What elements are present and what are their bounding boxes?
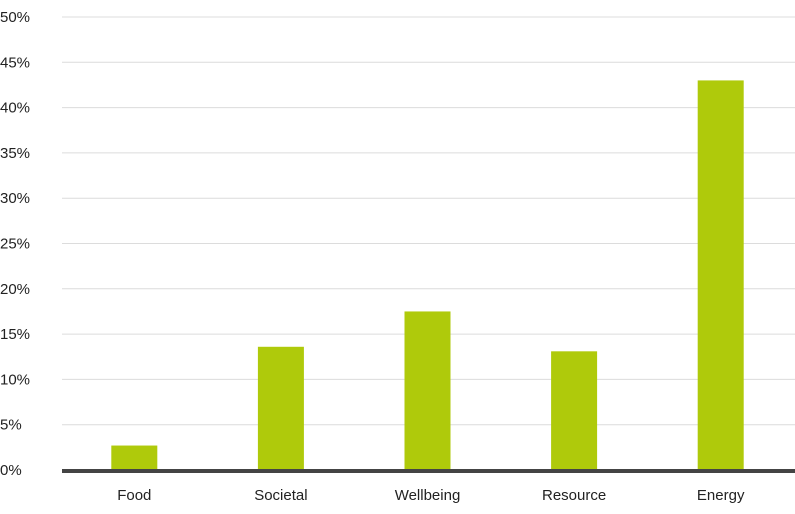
x-tick-label: Resource	[542, 487, 606, 504]
bar-societal	[257, 346, 304, 470]
bars	[111, 80, 744, 471]
y-tick-label: 20%	[0, 281, 30, 298]
y-tick-label: 50%	[0, 9, 30, 26]
y-tick-label: 45%	[0, 54, 30, 71]
bar-food	[111, 445, 158, 470]
bar-wellbeing	[404, 311, 451, 470]
y-tick-label: 35%	[0, 145, 30, 162]
gridlines	[62, 16, 795, 426]
bar-resource	[551, 351, 598, 470]
y-axis-tick-labels: 0% 5% 10% 15% 20% 25% 30% 35% 40% 45% 50%	[0, 9, 30, 479]
y-tick-label: 5%	[0, 417, 22, 434]
y-tick-label: 25%	[0, 236, 30, 253]
x-tick-label: Societal	[254, 487, 307, 504]
y-tick-label: 0%	[0, 462, 22, 479]
y-tick-label: 10%	[0, 371, 30, 388]
x-axis-tick-labels: Food Societal Wellbeing Resource Energy	[117, 487, 745, 504]
y-tick-label: 30%	[0, 190, 30, 207]
bar-energy	[697, 80, 744, 471]
x-tick-label: Energy	[697, 487, 745, 504]
y-tick-label: 15%	[0, 326, 30, 343]
y-tick-label: 40%	[0, 100, 30, 117]
x-tick-label: Food	[117, 487, 151, 504]
x-tick-label: Wellbeing	[395, 487, 461, 504]
